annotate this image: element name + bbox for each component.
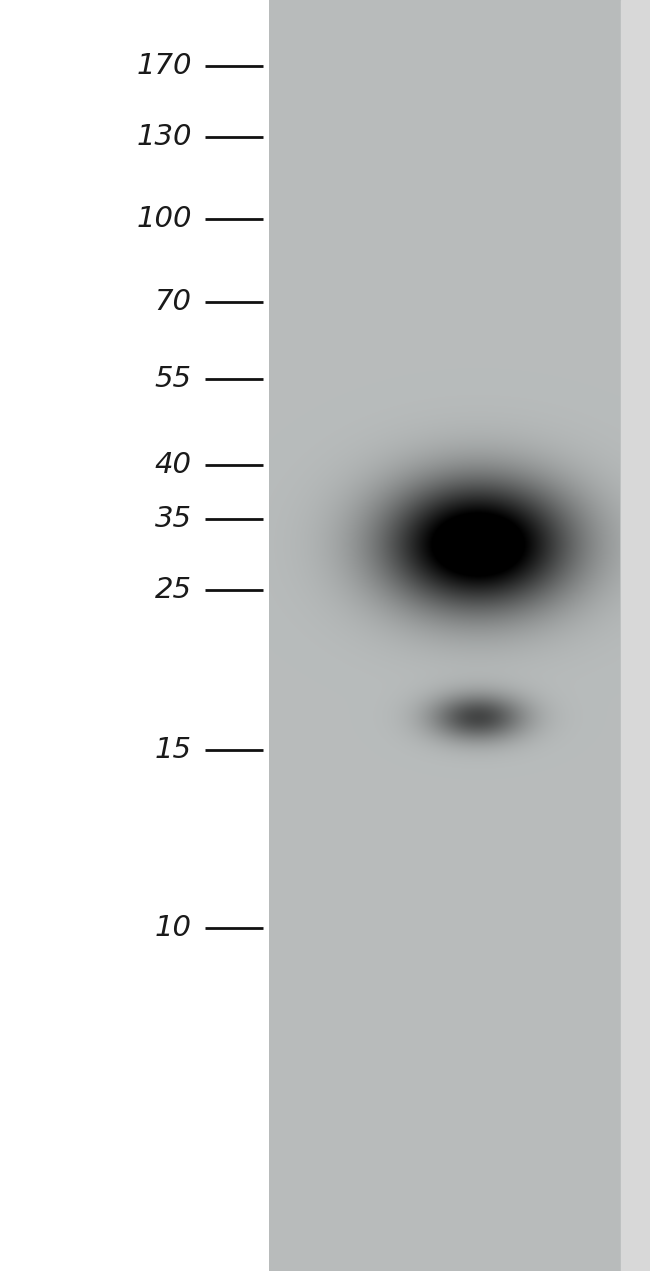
Text: 55: 55 xyxy=(155,365,192,393)
Bar xyxy=(270,0,621,1271)
Text: 35: 35 xyxy=(155,505,192,533)
Text: 70: 70 xyxy=(155,289,192,316)
Bar xyxy=(621,0,650,1271)
Bar xyxy=(0,0,270,1271)
Text: 40: 40 xyxy=(155,451,192,479)
Text: 100: 100 xyxy=(136,205,192,233)
Text: 15: 15 xyxy=(155,736,192,764)
Text: 25: 25 xyxy=(155,576,192,604)
Text: 170: 170 xyxy=(136,52,192,80)
Text: 10: 10 xyxy=(155,914,192,942)
Text: 130: 130 xyxy=(136,123,192,151)
